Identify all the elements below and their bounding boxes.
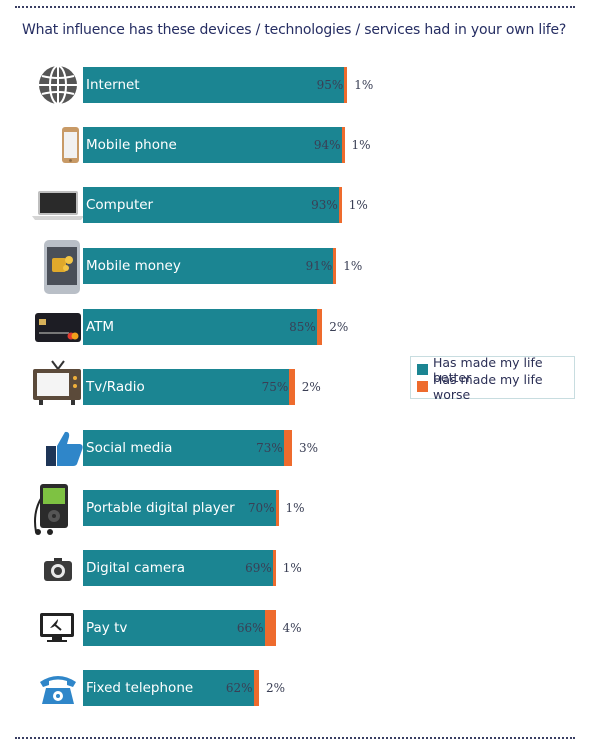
bar-row: Portable digital player 70% 1% xyxy=(0,484,595,535)
satellite-tv-icon xyxy=(30,606,86,650)
bottom-divider xyxy=(15,737,575,739)
bar-row: Tv/Radio 75% 2% xyxy=(0,360,595,405)
globe-icon xyxy=(30,63,86,107)
bar-row: Mobile phone 94% 1% xyxy=(0,127,595,163)
value-label-worse: 1% xyxy=(354,78,374,92)
bar-worse xyxy=(338,187,342,223)
bar-row: Fixed telephone 62% 2% xyxy=(0,670,595,706)
value-label-better: 94% xyxy=(313,138,341,152)
category-label: Internet xyxy=(86,77,140,93)
value-label-worse: 2% xyxy=(266,681,286,695)
value-label-worse: 2% xyxy=(301,380,321,394)
value-label-better: 75% xyxy=(261,380,289,394)
value-label-better: 69% xyxy=(245,561,272,575)
legend-item-better: Has made my life better xyxy=(417,355,568,385)
bar-better xyxy=(83,309,317,345)
value-label-better: 66% xyxy=(236,621,264,635)
value-label-worse: 1% xyxy=(285,501,305,515)
bar-better xyxy=(83,550,273,586)
category-label: Portable digital player xyxy=(86,500,235,516)
legend-swatch-worse xyxy=(417,381,428,392)
bar-row: Computer 93% 1% xyxy=(0,187,595,223)
category-label: Computer xyxy=(86,197,154,213)
legend-label-better: Has made my life better xyxy=(433,354,543,385)
chart-title: What influence has these devices / techn… xyxy=(22,22,567,38)
bar-better xyxy=(83,490,276,526)
category-label: Mobile money xyxy=(86,258,181,274)
value-label-better: 91% xyxy=(305,259,333,273)
bar-worse xyxy=(333,248,337,284)
bar-worse xyxy=(264,610,276,646)
bar-better xyxy=(83,369,290,405)
bar-row: Pay tv 66% 4% xyxy=(0,610,595,646)
category-label: Tv/Radio xyxy=(86,379,145,395)
bar-better xyxy=(83,610,265,646)
category-label: Pay tv xyxy=(86,620,128,636)
bar-better xyxy=(83,187,339,223)
category-label: Fixed telephone xyxy=(86,680,194,696)
legend-item-worse: Has made my life worse xyxy=(417,372,568,402)
telephone-icon xyxy=(30,666,86,710)
bar-row: Mobile money 91% 1% xyxy=(0,240,595,294)
bar-better xyxy=(83,127,342,163)
bar-worse xyxy=(283,430,292,466)
category-label: Digital camera xyxy=(86,560,186,576)
category-label: ATM xyxy=(86,319,115,335)
legend: Has made my life better Has made my life… xyxy=(410,355,575,402)
laptop-icon xyxy=(30,183,86,227)
bar-better xyxy=(83,248,334,284)
bar-row: Social media 73% 3% xyxy=(0,430,595,466)
thumbs-up-icon xyxy=(30,426,86,470)
category-label: Mobile phone xyxy=(86,137,177,153)
music-player-icon xyxy=(30,484,86,535)
bar-row: Internet 95% 1% xyxy=(0,65,595,105)
value-label-better: 85% xyxy=(289,320,316,334)
value-label-better: 70% xyxy=(247,501,275,515)
bar-worse xyxy=(344,67,348,103)
bar-better xyxy=(83,67,345,103)
bank-card-icon xyxy=(30,305,86,349)
bar-worse xyxy=(289,369,295,405)
bar-better xyxy=(83,430,284,466)
value-label-worse: 1% xyxy=(348,198,368,212)
value-label-worse: 1% xyxy=(282,561,302,575)
tv-icon xyxy=(30,360,86,409)
bar-row: Digital camera 69% 1% xyxy=(0,550,595,586)
value-label-worse: 4% xyxy=(282,621,302,635)
value-label-better: 95% xyxy=(316,78,344,92)
legend-label-worse: Has made my life worse xyxy=(433,371,543,402)
value-label-better: 62% xyxy=(225,681,253,695)
bar-worse xyxy=(316,309,323,345)
top-divider xyxy=(15,6,575,8)
mobile-phone-icon xyxy=(30,123,86,167)
value-label-better: 73% xyxy=(256,441,283,455)
bar-worse xyxy=(341,127,345,163)
value-label-worse: 3% xyxy=(299,441,319,455)
bar-worse xyxy=(275,490,279,526)
value-label-worse: 2% xyxy=(329,320,349,334)
value-label-worse: 1% xyxy=(343,259,363,273)
bar-row: ATM 85% 2% xyxy=(0,309,595,345)
camera-icon xyxy=(30,546,86,590)
bar-worse xyxy=(253,670,259,706)
value-label-better: 93% xyxy=(311,198,338,212)
category-label: Social media xyxy=(86,440,173,456)
bar-worse xyxy=(272,550,276,586)
smartphone-money-icon xyxy=(30,240,86,294)
bar-better xyxy=(83,670,254,706)
legend-swatch-better xyxy=(417,364,428,375)
value-label-worse: 1% xyxy=(351,138,371,152)
